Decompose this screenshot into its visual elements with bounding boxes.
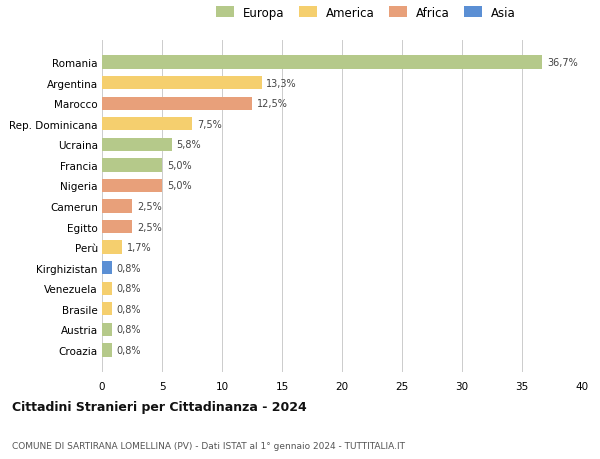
Text: 1,7%: 1,7% — [127, 242, 152, 252]
Text: 0,8%: 0,8% — [116, 284, 141, 294]
Text: 5,0%: 5,0% — [167, 161, 191, 171]
Text: 0,8%: 0,8% — [116, 325, 141, 335]
Bar — [102, 179, 162, 193]
Legend: Europa, America, Africa, Asia: Europa, America, Africa, Asia — [214, 4, 518, 22]
Bar — [102, 220, 132, 234]
Text: 2,5%: 2,5% — [137, 222, 161, 232]
Text: 0,8%: 0,8% — [116, 304, 141, 314]
Bar — [102, 323, 112, 336]
Text: 0,8%: 0,8% — [116, 263, 141, 273]
Text: 2,5%: 2,5% — [137, 202, 161, 212]
Bar — [102, 118, 192, 131]
Text: 5,0%: 5,0% — [167, 181, 191, 191]
Bar — [102, 302, 112, 316]
Bar — [102, 241, 122, 254]
Bar — [102, 159, 162, 172]
Text: COMUNE DI SARTIRANA LOMELLINA (PV) - Dati ISTAT al 1° gennaio 2024 - TUTTITALIA.: COMUNE DI SARTIRANA LOMELLINA (PV) - Dat… — [12, 441, 405, 450]
Bar — [102, 97, 252, 111]
Text: 7,5%: 7,5% — [197, 119, 221, 129]
Bar — [102, 262, 112, 275]
Bar — [102, 138, 172, 151]
Bar — [102, 56, 542, 70]
Bar — [102, 282, 112, 295]
Text: 36,7%: 36,7% — [547, 58, 578, 68]
Text: 5,8%: 5,8% — [176, 140, 201, 150]
Bar — [102, 200, 132, 213]
Text: Cittadini Stranieri per Cittadinanza - 2024: Cittadini Stranieri per Cittadinanza - 2… — [12, 400, 307, 413]
Bar — [102, 77, 262, 90]
Text: 12,5%: 12,5% — [257, 99, 287, 109]
Text: 0,8%: 0,8% — [116, 345, 141, 355]
Text: 13,3%: 13,3% — [266, 78, 297, 89]
Bar — [102, 343, 112, 357]
